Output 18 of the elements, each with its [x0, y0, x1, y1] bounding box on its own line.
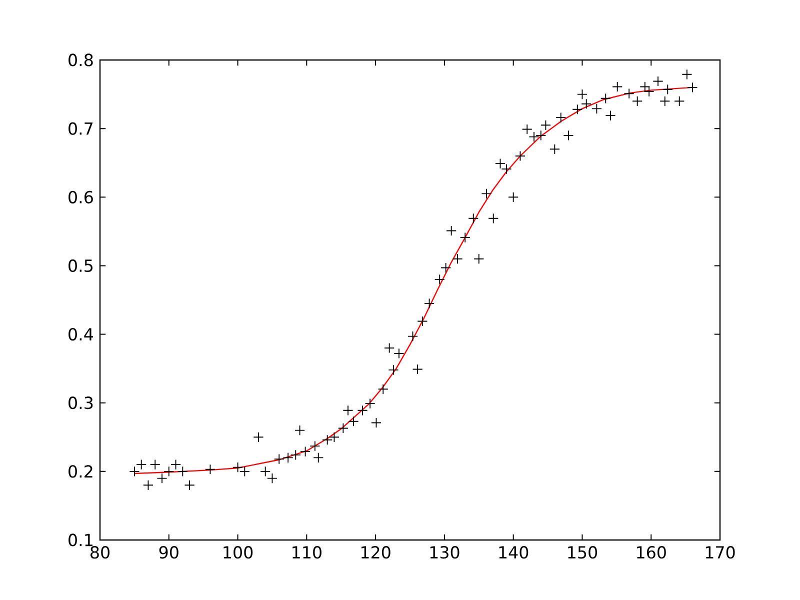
x-tick-label: 150 [568, 546, 598, 559]
x-tick-label: 80 [90, 546, 110, 559]
x-tick-label: 170 [706, 546, 735, 559]
y-tick-label: 0.4 [68, 328, 94, 341]
y-tick-label: 0.7 [68, 122, 93, 135]
x-tick-label: 90 [159, 546, 178, 559]
x-tick-label: 100 [224, 546, 253, 559]
y-tick-label: 0.8 [68, 54, 93, 66]
x-tick-label: 140 [499, 546, 528, 559]
x-tick-label: 120 [361, 546, 390, 559]
x-tick-label: 110 [292, 546, 322, 559]
y-tick-label: 0.2 [68, 465, 92, 478]
y-tick-label: 0.5 [68, 259, 92, 272]
x-tick-label: 160 [637, 546, 666, 559]
y-tick-label: 0.6 [68, 190, 93, 204]
y-tick-label: 0.1 [68, 534, 92, 546]
y-tick-label: 0.3 [68, 396, 93, 410]
x-tick-label: 130 [430, 546, 460, 559]
